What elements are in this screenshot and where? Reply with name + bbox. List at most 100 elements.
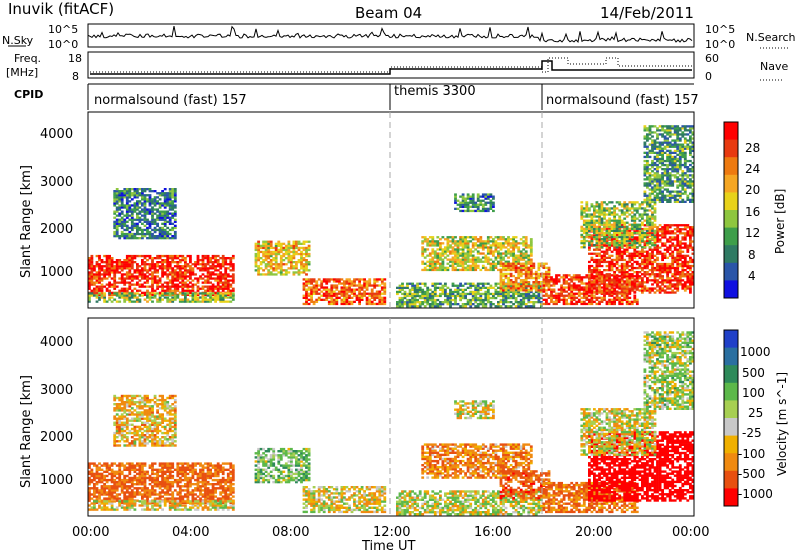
power-cell-region-8 — [613, 246, 616, 249]
power-cell-region-4 — [421, 268, 425, 272]
power-cell-region-4 — [421, 246, 425, 249]
power-cell-region-0 — [151, 293, 154, 296]
power-cell-region-4 — [451, 238, 455, 241]
power-cell-region-11 — [123, 232, 127, 236]
power-cell-region-0 — [158, 267, 162, 270]
power-cell-region-3 — [320, 282, 324, 285]
power-cell-region-11 — [120, 232, 124, 236]
power-cell-region-5 — [527, 288, 531, 291]
power-cell-region-10 — [580, 242, 584, 245]
power-cell-region-9 — [489, 199, 493, 202]
power-cell-region-10 — [595, 215, 599, 218]
power-cell-region-2 — [264, 240, 268, 243]
power-cell-region-4 — [474, 266, 478, 269]
power-cell-region-8 — [689, 226, 692, 229]
power-cell-region-0 — [206, 285, 210, 288]
power-cell-region-10 — [582, 215, 586, 218]
power-cell-region-5 — [499, 298, 503, 302]
power-cell-region-4 — [474, 238, 478, 241]
power-cell-region-5 — [401, 303, 404, 306]
power-cell-region-5 — [428, 294, 432, 298]
power-cell-region-3 — [322, 294, 326, 297]
power-cell-region-8 — [663, 226, 667, 229]
power-cell-region-7 — [542, 294, 546, 297]
power-cell-region-5 — [481, 292, 485, 296]
power-cell-region-11 — [120, 190, 124, 193]
power-cell-region-8 — [678, 258, 682, 262]
power-cell-region-0 — [189, 269, 192, 272]
noise-search-label: N.Search — [746, 31, 796, 44]
power-cell-region-7 — [562, 276, 566, 279]
power-cell-region-0 — [113, 271, 117, 274]
power-cell-region-4 — [446, 240, 450, 243]
power-cell-region-0 — [226, 285, 230, 288]
power-cell-region-7 — [552, 294, 556, 297]
power-cell-region-10 — [582, 244, 586, 247]
power-cell-region-0 — [151, 259, 154, 262]
power-cell-region-0 — [166, 277, 170, 280]
power-cell-region-3 — [305, 296, 308, 299]
power-cell-region-4 — [517, 242, 521, 245]
power-cell-region-10 — [598, 235, 601, 239]
power-cell-region-5 — [522, 284, 526, 287]
power-cell-region-10 — [610, 213, 614, 216]
power-cell-region-5 — [507, 288, 510, 291]
power-cell-region-8 — [683, 283, 687, 286]
power-cell-region-0 — [181, 289, 185, 292]
power-cell-region-6 — [532, 287, 536, 290]
power-cell-region-4 — [507, 236, 510, 239]
power-cell-region-8 — [678, 264, 682, 268]
power-cell-region-8 — [646, 281, 649, 284]
power-cell-region-11 — [130, 208, 134, 211]
power-cell-region-0 — [130, 265, 134, 268]
power-cell-region-6 — [534, 274, 538, 278]
power-cell-region-1 — [133, 294, 137, 297]
power-cell-region-8 — [663, 236, 667, 239]
power-cell-region-2 — [257, 273, 260, 276]
power-cell-region-11 — [118, 237, 122, 240]
power-cell-region-8 — [613, 271, 616, 274]
power-cell-region-9 — [476, 195, 480, 198]
power-cell-region-11 — [141, 188, 144, 191]
power-cell-region-8 — [691, 258, 694, 262]
power-cell-region-10 — [623, 201, 627, 204]
power-cell-region-10 — [630, 211, 634, 214]
power-cell-region-0 — [130, 289, 134, 292]
power-cell-region-10 — [623, 203, 627, 206]
power-cell-region-8 — [635, 275, 639, 278]
power-cell-region-7 — [570, 290, 574, 293]
power-cell-region-5 — [426, 290, 430, 294]
power-cell-region-6 — [499, 270, 503, 274]
power-cell-region-4 — [469, 264, 473, 267]
power-cell-region-9 — [492, 197, 495, 200]
power-cell-region-7 — [572, 298, 576, 301]
power-cell-region-8 — [633, 250, 637, 253]
power-cell-region-3 — [375, 278, 379, 281]
power-cell-region-0 — [171, 279, 175, 282]
power-cell-region-3 — [355, 284, 359, 287]
power-cell-region-8 — [590, 258, 594, 262]
power-cell-region-2 — [290, 250, 293, 254]
power-cell-region-9 — [489, 205, 493, 208]
power-cell-region-4 — [497, 252, 500, 255]
power-cell-region-6 — [534, 287, 538, 290]
power-cell-region-4 — [436, 268, 440, 272]
power-cell-region-5 — [484, 298, 488, 302]
power-cell-region-5 — [416, 301, 419, 304]
power-cell-region-2 — [284, 250, 288, 254]
power-cell-region-10 — [610, 225, 614, 228]
power-cell-region-1 — [123, 292, 127, 295]
power-cell-region-4 — [449, 260, 452, 263]
power-cell-region-3 — [380, 288, 384, 291]
power-cell-region-5 — [418, 301, 422, 304]
power-cell-region-0 — [100, 277, 104, 280]
power-cell-region-8 — [673, 246, 677, 249]
power-cell-region-11 — [141, 190, 144, 193]
power-cell-region-3 — [332, 290, 336, 293]
power-cell-region-4 — [436, 262, 440, 265]
power-cell-region-5 — [398, 284, 402, 287]
power-cell-region-8 — [598, 252, 601, 255]
power-cell-region-8 — [598, 262, 601, 266]
power-cell-region-8 — [625, 230, 629, 233]
power-cell-region-8 — [689, 256, 692, 259]
